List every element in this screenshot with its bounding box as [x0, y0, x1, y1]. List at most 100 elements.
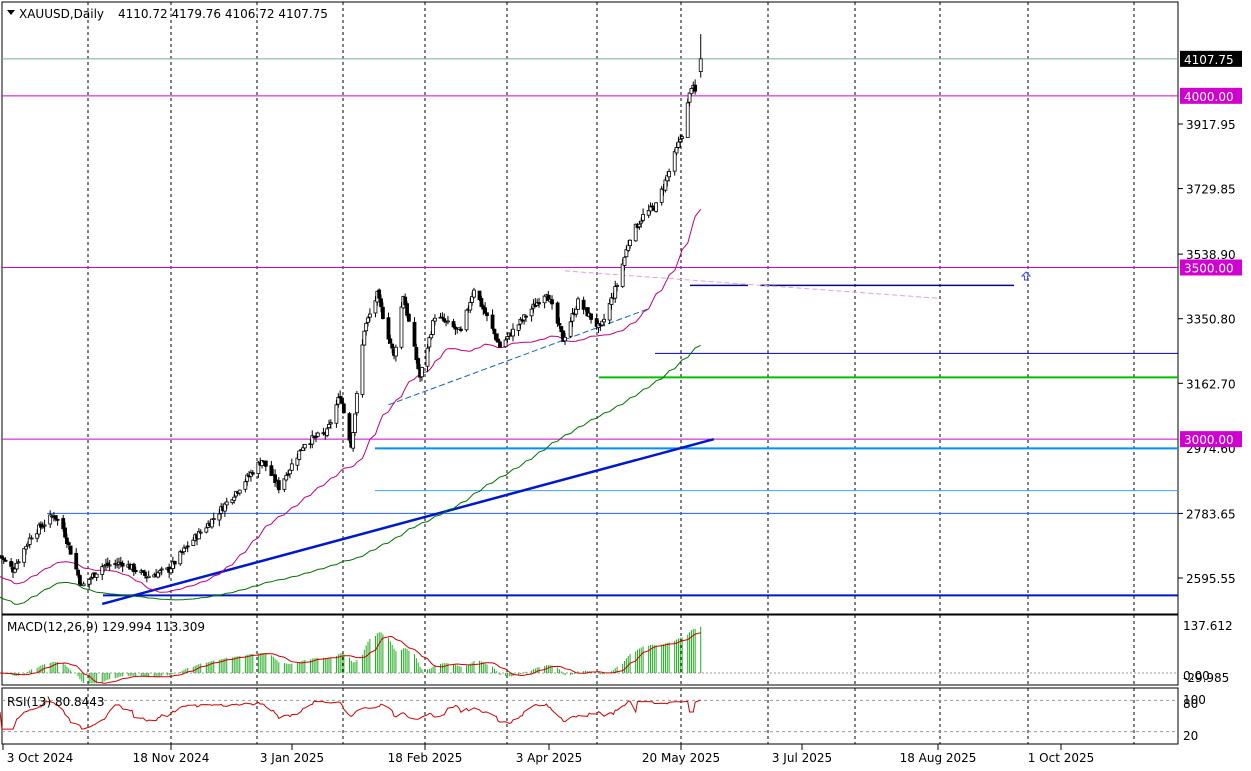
candle-bull — [633, 223, 638, 242]
candle-bear — [55, 518, 60, 521]
candle-bear — [185, 545, 190, 548]
time-tick-label: 1 Oct 2025 — [1028, 751, 1095, 765]
candle-bear — [390, 343, 395, 349]
candle-bear — [537, 302, 541, 305]
price-drawings — [2, 58, 1178, 606]
symbol-menu-icon[interactable] — [7, 10, 15, 15]
candle-bear — [66, 542, 71, 546]
rsi-label: RSI(13) 80.8443 — [7, 695, 105, 709]
candle-bear — [286, 473, 290, 476]
candle-bear — [341, 403, 346, 414]
candle-bull — [607, 303, 612, 321]
candle-bear — [78, 575, 82, 585]
candle-bear — [459, 328, 463, 331]
rsi-pane-frame — [1, 687, 1179, 745]
candle-bull — [297, 450, 302, 460]
candle-bear — [0, 555, 4, 559]
rsi-tick-label: 100 — [1183, 693, 1206, 707]
candle-bear — [412, 321, 417, 347]
candle-bear — [377, 289, 382, 299]
candle-bull — [327, 424, 331, 428]
candle-bull — [511, 328, 515, 337]
level-price-tag — [1180, 87, 1242, 104]
candle-bear — [485, 312, 489, 317]
macd-tick-label: 0.00 — [1183, 669, 1210, 683]
candle-bull — [232, 496, 237, 501]
candle-bull — [472, 289, 476, 298]
candle-bull — [431, 320, 435, 335]
candle-bull — [204, 527, 209, 533]
candle-bull — [399, 306, 404, 348]
ma-fast-line — [0, 208, 702, 593]
candle-bull — [336, 396, 341, 405]
price-pane[interactable]: 3917.95 3729.85 3538.90 3350.80 3162.70 2783.… — [0, 1, 1242, 615]
candle-bull — [315, 432, 320, 437]
candle-bear — [440, 316, 445, 319]
time-tick-label: 3 Oct 2024 — [7, 751, 74, 765]
candle-bear — [141, 570, 146, 573]
candle-bear — [380, 306, 385, 319]
candle-bull — [282, 478, 287, 490]
candle-bull — [602, 318, 606, 323]
candle-bull — [516, 324, 521, 331]
price-tick-label: 3729.85 — [1186, 183, 1236, 197]
rsi-line — [0, 699, 701, 730]
candle-bull — [620, 263, 625, 287]
candle-bear — [479, 298, 484, 307]
level-price-tag — [1180, 259, 1242, 276]
candle-bull — [328, 422, 333, 425]
candle-bull — [563, 336, 567, 342]
candle-bull — [360, 344, 365, 395]
candle-bear — [451, 321, 456, 328]
candle-bull — [196, 531, 201, 540]
candle-bull — [687, 92, 692, 103]
macd-tick-label: -29.985 — [1183, 671, 1229, 685]
candle-bull — [420, 366, 424, 378]
candle-bull — [353, 413, 357, 433]
candle-bear — [133, 569, 138, 573]
current-price-tag — [1180, 50, 1242, 67]
candle-bull — [698, 58, 703, 72]
candle-bull — [217, 513, 222, 521]
candle-bull — [373, 300, 378, 314]
candle-bull — [367, 313, 372, 318]
candle-bull — [87, 579, 92, 585]
candle-bear — [414, 346, 419, 361]
candle-bull — [22, 548, 27, 563]
candle-bull — [659, 188, 664, 203]
candle-bull — [394, 346, 398, 357]
candle-bear — [3, 559, 8, 562]
candle-bull — [245, 474, 250, 482]
level-price-label: 4000.00 — [1184, 90, 1234, 104]
ohlc-label: 4110.72 4179.76 4106.72 4107.75 — [118, 7, 328, 21]
candle-bull — [667, 171, 672, 178]
candle-bull — [81, 583, 86, 587]
candle-bull — [198, 531, 203, 534]
candle-bull — [689, 88, 694, 95]
current-price-label: 4107.75 — [1184, 53, 1234, 67]
candle-bear — [172, 560, 177, 565]
rsi-tick-label: 80 — [1183, 697, 1198, 711]
price-grid — [87, 2, 1135, 614]
rsi-grid — [2, 688, 1178, 744]
macd-pane[interactable]: MACD(12,26,9) 129.994 113.309 137.612 0.0… — [0, 614, 1233, 686]
candle-bull — [672, 151, 677, 172]
candle-bear — [589, 313, 593, 320]
candle-bear — [9, 561, 14, 567]
candle-bear — [250, 472, 255, 475]
candle-bear — [1, 558, 6, 560]
candle-bull — [680, 136, 685, 139]
candle-bull — [429, 334, 434, 339]
price-tick-label: 3917.95 — [1186, 118, 1236, 132]
candle-bull — [169, 568, 173, 574]
candle-bull — [427, 336, 432, 348]
arrow-marker-icon — [1020, 271, 1032, 281]
candle-bear — [490, 314, 495, 329]
chart-header: XAUUSD,Daily 4110.72 4179.76 4106.72 410… — [7, 7, 328, 21]
price-tick-label: 3538.90 — [1186, 248, 1236, 262]
candle-bull — [334, 404, 339, 424]
level-price-label: 3500.00 — [1184, 261, 1234, 275]
